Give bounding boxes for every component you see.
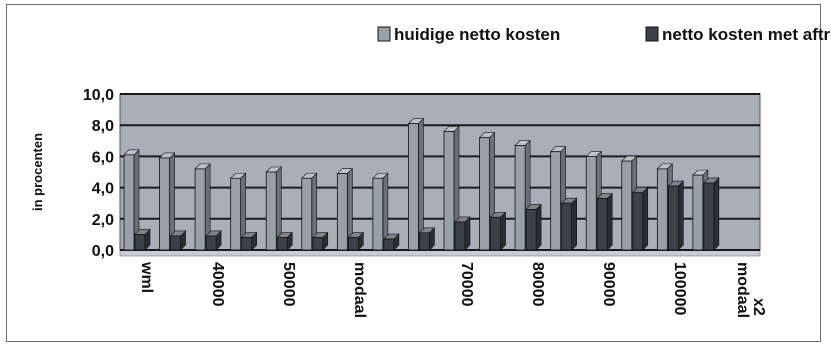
bar-side — [500, 211, 506, 251]
x-tick-label: 90000 — [600, 262, 617, 307]
bar-huidige — [408, 123, 419, 251]
bar-aftrek — [241, 237, 253, 251]
y-tick-label: 8,0 — [92, 118, 114, 135]
y-axis-label: in procenten — [30, 133, 45, 211]
bar-huidige — [159, 157, 170, 251]
bar-aftrek — [490, 216, 501, 251]
bar-huidige — [692, 174, 704, 251]
bar-aftrek — [703, 182, 715, 251]
x-tick-label: 40000 — [209, 262, 226, 307]
bar-aftrek — [632, 191, 644, 251]
bar-aftrek — [667, 185, 679, 251]
legend-swatch — [645, 26, 659, 42]
bar-aftrek — [276, 237, 288, 251]
bar-huidige — [479, 137, 490, 251]
bar-aftrek — [347, 237, 359, 251]
bar-huidige — [123, 154, 135, 251]
bar-side — [606, 192, 613, 251]
bar-side — [713, 177, 720, 251]
bar-huidige — [514, 145, 526, 251]
bar-aftrek — [525, 209, 537, 251]
x-tick-label: modaal — [734, 262, 751, 318]
bar-aftrek — [419, 232, 430, 251]
bar-huidige — [336, 173, 348, 251]
bar-aftrek — [383, 238, 395, 251]
plot-area — [119, 93, 761, 251]
y-tick-label: 0,0 — [92, 243, 114, 260]
bar-side — [535, 203, 542, 251]
x-tick-label: modaal — [351, 262, 368, 318]
x-tick-label: 80000 — [529, 262, 546, 307]
bar-huidige — [621, 160, 633, 251]
bar-huidige — [301, 177, 313, 251]
bar-aftrek — [596, 198, 608, 251]
bar-aftrek — [205, 235, 217, 251]
bar-aftrek — [170, 235, 181, 251]
bar-huidige — [194, 168, 206, 251]
x-tick-label: x2 — [750, 298, 767, 316]
y-tick-label: 10,0 — [83, 87, 114, 104]
bar-side — [678, 180, 684, 251]
bar-aftrek — [454, 221, 466, 251]
bar-side — [464, 216, 471, 251]
bar-huidige — [265, 171, 277, 251]
x-tick-label: wml — [138, 261, 155, 293]
bar-huidige — [230, 177, 242, 251]
y-tick-label: 6,0 — [92, 149, 114, 166]
bar-aftrek — [561, 202, 573, 251]
legend-label: huidige netto kosten — [394, 25, 560, 44]
x-tick-label: 70000 — [458, 262, 475, 307]
bar-huidige — [550, 151, 562, 251]
y-tick-label: 4,0 — [92, 181, 114, 198]
bar-huidige — [656, 168, 668, 251]
legend-label: netto kosten met aftrek kinderkorting — [662, 25, 831, 44]
bar-huidige — [372, 177, 384, 251]
x-tick-label: 100000 — [671, 262, 688, 315]
bar-aftrek — [312, 237, 324, 251]
bar-side — [642, 186, 649, 251]
bar-aftrek — [134, 233, 146, 251]
y-tick-label: 2,0 — [92, 212, 114, 229]
bar-huidige — [443, 131, 455, 251]
bar-huidige — [585, 155, 597, 251]
bar-side — [571, 197, 577, 251]
legend-swatch — [377, 26, 391, 42]
x-tick-label: 50000 — [280, 262, 297, 307]
